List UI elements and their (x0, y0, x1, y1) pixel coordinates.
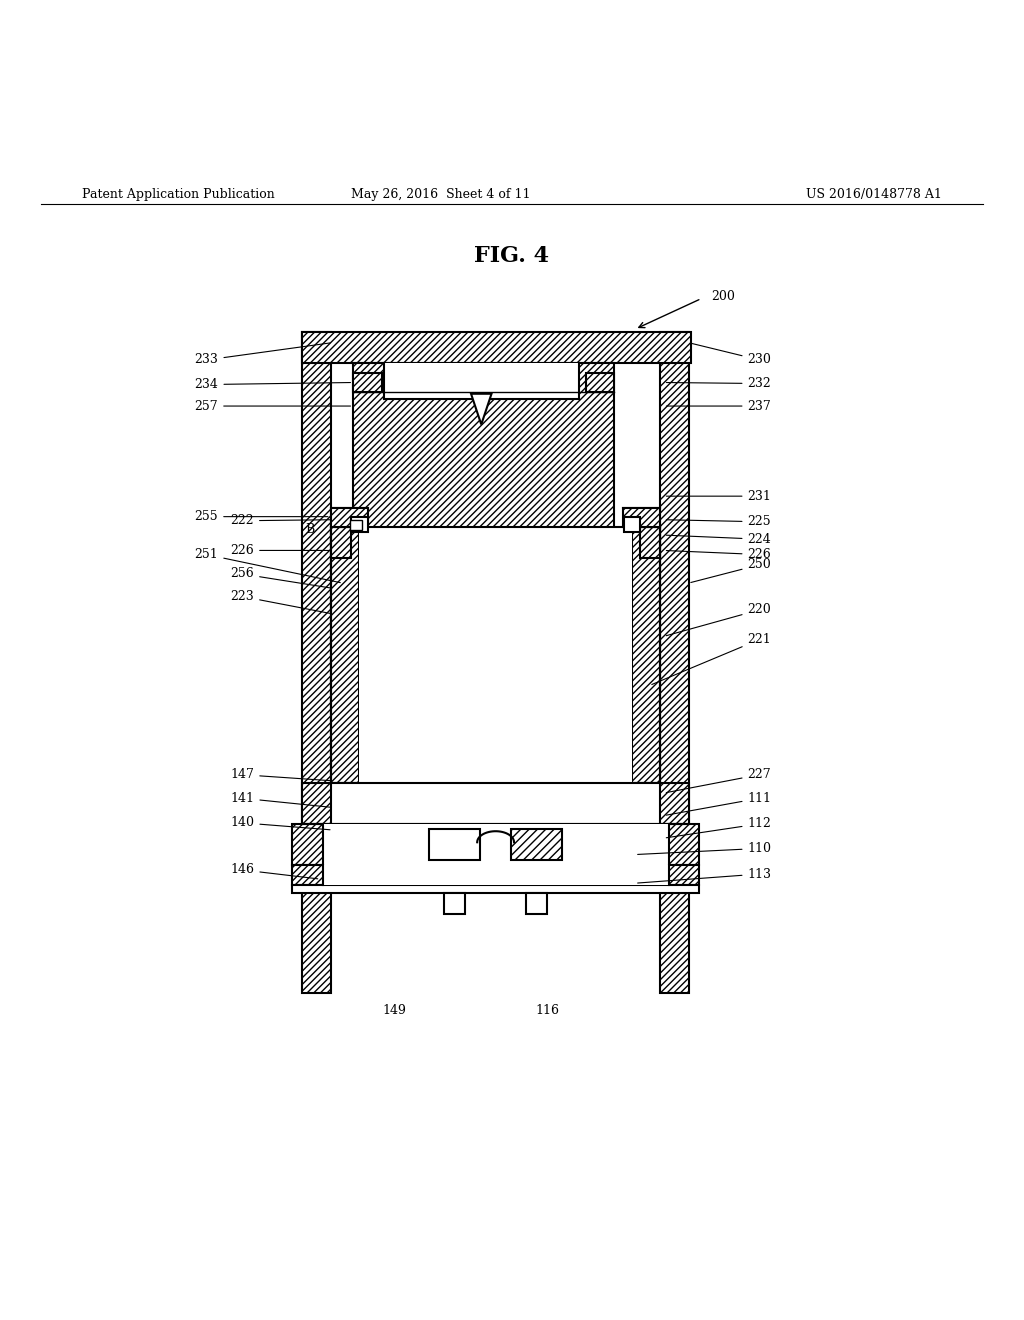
Text: FIG. 4: FIG. 4 (474, 244, 550, 267)
Text: May 26, 2016  Sheet 4 of 11: May 26, 2016 Sheet 4 of 11 (350, 187, 530, 201)
Text: 227: 227 (667, 768, 771, 792)
Bar (444, 894, 465, 913)
Bar (384, 363, 579, 399)
Text: US 2016/0148778 A1: US 2016/0148778 A1 (806, 187, 942, 201)
Bar (351, 516, 368, 532)
Text: 110: 110 (638, 842, 771, 855)
Text: 146: 146 (230, 863, 317, 879)
Bar (429, 829, 480, 859)
Bar (302, 333, 691, 363)
Bar (331, 527, 351, 557)
Bar (624, 516, 640, 532)
Text: 234: 234 (195, 378, 350, 391)
Text: 251: 251 (195, 548, 340, 582)
Text: 111: 111 (667, 792, 771, 816)
Text: 147: 147 (230, 768, 330, 781)
Text: 231: 231 (667, 490, 771, 503)
Text: 149: 149 (382, 1003, 407, 1016)
Text: 223: 223 (230, 590, 330, 614)
Text: 200: 200 (712, 290, 735, 304)
Bar (302, 333, 331, 993)
Bar (350, 520, 362, 529)
Bar (292, 886, 699, 894)
Text: 226: 226 (230, 544, 330, 557)
Text: 255: 255 (195, 510, 328, 523)
Bar (353, 363, 614, 557)
Text: 222: 222 (230, 515, 330, 527)
Bar (511, 829, 562, 859)
Bar (632, 527, 660, 783)
Bar (331, 508, 368, 527)
Text: 230: 230 (691, 343, 771, 367)
Bar (614, 527, 640, 557)
Bar (351, 527, 353, 557)
Text: 141: 141 (230, 792, 330, 807)
Bar (302, 783, 689, 824)
Text: 220: 220 (667, 603, 771, 636)
Text: 233: 233 (195, 343, 330, 367)
Bar (323, 865, 669, 886)
Text: 232: 232 (667, 378, 771, 389)
Bar (353, 374, 382, 392)
Bar (359, 527, 632, 783)
Text: 116: 116 (536, 1003, 560, 1016)
Text: B: B (305, 524, 315, 536)
Bar (323, 824, 669, 865)
Bar (331, 527, 359, 783)
Bar (640, 527, 660, 557)
Text: 250: 250 (691, 558, 771, 582)
Polygon shape (471, 393, 492, 425)
Text: 112: 112 (667, 817, 771, 838)
Bar (526, 894, 547, 913)
Text: 256: 256 (230, 568, 330, 587)
Text: 237: 237 (667, 400, 771, 413)
Bar (292, 865, 699, 886)
Polygon shape (353, 532, 614, 557)
Text: 113: 113 (638, 867, 771, 883)
Text: Patent Application Publication: Patent Application Publication (82, 187, 274, 201)
Text: 221: 221 (652, 634, 771, 685)
Bar (624, 508, 660, 527)
Text: 224: 224 (667, 533, 771, 545)
Bar (660, 333, 689, 993)
Bar (331, 783, 660, 824)
Bar (331, 527, 660, 783)
Bar (292, 824, 699, 865)
Text: 226: 226 (667, 548, 771, 561)
Text: 140: 140 (230, 816, 330, 830)
Text: 257: 257 (195, 400, 350, 413)
Bar (586, 374, 614, 392)
Text: 225: 225 (667, 515, 771, 528)
